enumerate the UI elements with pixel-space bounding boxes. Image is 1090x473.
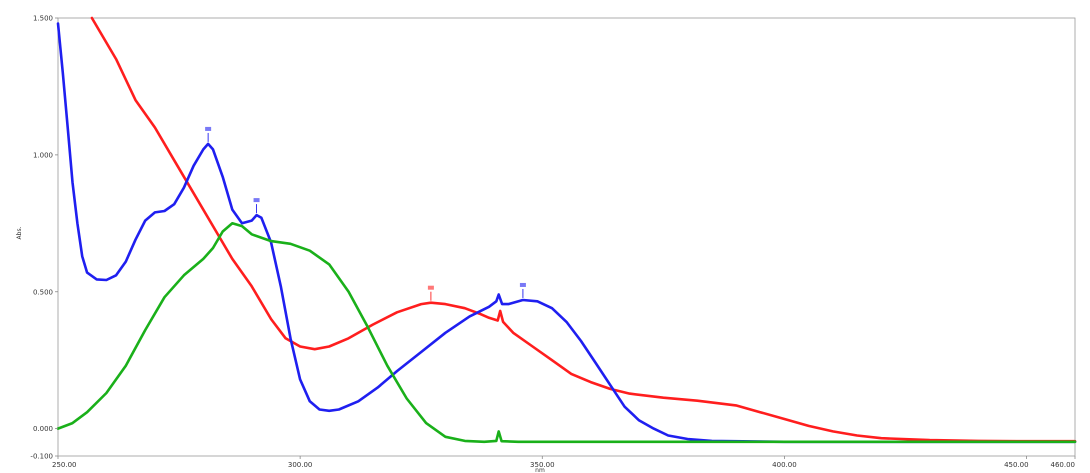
y-tick-label: 1.500 [33,15,53,23]
x-tick-label: 250.00 [52,461,77,469]
y-axis-title: Abs. [16,226,23,239]
y-tick-label: 0.500 [33,288,53,296]
x-tick-label: 350.00 [530,461,555,469]
y-tick-label: 1.000 [33,151,53,159]
series-layer [56,16,1077,444]
x-tick-label: 450.00 [1004,461,1029,469]
peak-label-mark [427,285,434,290]
tick-layer: -0.100 0.000 0.500 1.000 1.500 250.00 300.00 35… [30,15,1076,469]
series-line-2 [56,22,1077,444]
x-axis-title: nm [535,467,545,473]
x-tick-label: 460.00 [1051,461,1076,469]
plot-border [57,17,1076,457]
series-line-1 [90,16,1077,443]
series-line-3 [56,222,1077,444]
y-tick-label: 0.000 [33,425,53,433]
peak-label-mark [205,126,212,131]
peak-label-mark [253,198,260,203]
x-tick-label: 300.00 [288,461,313,469]
x-tick-label: 400.00 [772,461,797,469]
plot-frame [57,17,1076,457]
y-tick-label: -0.100 [30,453,53,461]
peak-marker-layer [205,126,526,301]
peak-label-mark [519,282,526,287]
